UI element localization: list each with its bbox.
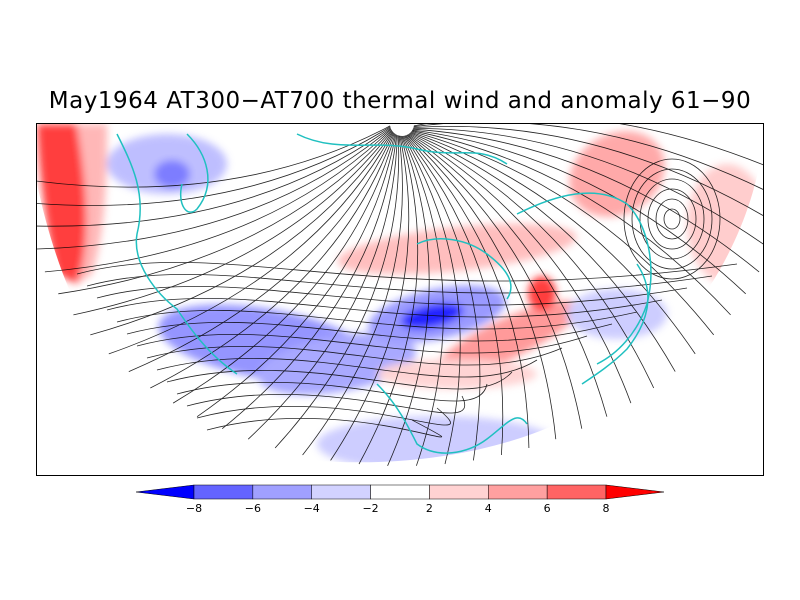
streamline [37,126,391,206]
streamline [126,321,613,342]
streamline [406,134,557,440]
colorbar-tick-label: −2 [362,502,379,515]
streamline [186,394,465,414]
coastlines [116,133,652,454]
streamline [411,131,715,336]
streamline [90,131,393,336]
streamline [206,418,442,438]
colorbar-arrow-left [136,484,195,500]
streamline [403,135,481,461]
coastline-greenland [180,133,209,213]
streamline [247,135,398,440]
streamline-vortex [655,198,689,240]
streamline [196,406,451,426]
streamline [37,128,392,250]
colorbar-segment [252,484,312,500]
streamline-vortex [639,178,705,260]
coastline-east-asia [581,263,649,385]
streamline [330,135,410,461]
streamline [402,135,444,466]
streamline [136,333,588,354]
anomaly-positive-se [434,300,580,378]
colorbar-tick-label: −6 [244,502,261,515]
chart-title: May1964 AT300−AT700 thermal wind and ano… [48,88,752,114]
colorbar-segment [370,484,430,500]
streamline [407,133,608,417]
streamline [413,128,763,245]
streamline [166,370,513,390]
streamline [413,125,763,217]
streamline [58,129,392,295]
streamline [96,286,688,306]
streamline-vortex [623,158,721,280]
streamline [410,131,696,355]
streamline-vortex [663,208,681,230]
streamline [408,133,632,404]
streamline [302,135,403,456]
streamline [37,125,391,188]
colorbar-segment [488,484,548,500]
anomaly-positive-west [37,124,87,284]
streamline [358,135,419,465]
streamline [411,130,731,316]
colorbar [136,484,664,500]
streamline [413,124,763,190]
colorbar-tick-label: 2 [425,502,433,515]
colorbar-tick-label: 8 [602,502,610,515]
anomaly-negative-nw-core [154,160,190,188]
coastline-arctic [296,133,508,165]
coastline-north-america [116,133,238,375]
colorbar-arrow-right [605,484,664,500]
colorbar-segment [546,484,607,500]
colorbar-tick-label: 4 [484,502,492,515]
coastline-asia [516,192,652,365]
anomaly-positive-ne [569,131,665,217]
streamline [196,134,397,418]
anomaly-positive-mid [337,223,577,275]
streamline [413,124,763,166]
streamline [405,135,530,449]
streamline [412,128,760,273]
coastline-africa [376,383,528,454]
streamline-vortex [647,188,697,250]
streamline [404,135,504,456]
streamline [412,129,746,295]
map-domain [37,124,763,463]
anomaly-positive-west-halo [77,124,107,284]
colorbar-segment [311,484,371,500]
streamline [86,274,713,294]
anomaly-positive-se-core [528,276,556,312]
coastline-europe [416,238,512,300]
colorbar-segment [429,484,489,500]
outside-domain [37,143,763,475]
streamline [407,134,583,429]
colorbar-segment [193,484,254,500]
streamline [128,132,395,372]
streamline [44,128,392,273]
colorbar-tick-label: 6 [543,502,551,515]
streamline [108,131,394,355]
colorbar-tick-label: −8 [185,502,203,515]
map-svg [37,124,763,475]
streamline [73,130,393,316]
streamline [106,298,663,318]
streamline-vortex [631,168,713,270]
streamline [274,135,400,449]
map-panel [36,123,764,476]
streamline [146,345,563,366]
colorbar-tick-label: −4 [303,502,320,515]
streamline [37,127,391,227]
streamline [156,358,538,378]
